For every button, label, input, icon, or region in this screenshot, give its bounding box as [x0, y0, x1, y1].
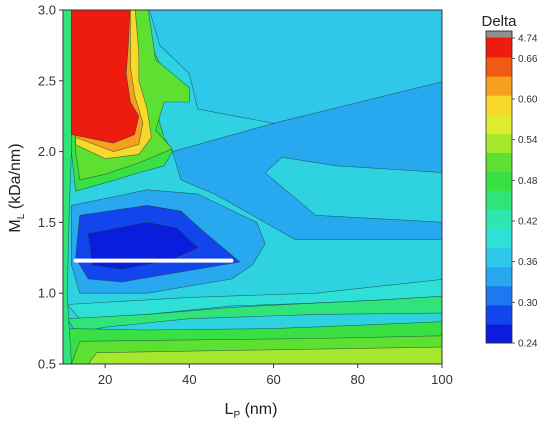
colorbar-swatch — [486, 171, 512, 191]
colorbar-tick-label: 0.60 — [518, 95, 538, 106]
colorbar: 4.74 0.66 0.60 0.54 0.48 0.42 0.36 0.30 0.24 — [485, 30, 538, 350]
colorbar-swatch — [486, 304, 512, 325]
colorbar-swatch — [486, 114, 512, 134]
contour-region-top-right-lightblue — [149, 10, 442, 124]
colorbar-swatch — [486, 57, 512, 77]
colorbar-swatch — [486, 76, 512, 96]
plot-frame — [62, 9, 443, 365]
y-tick-label: 0.5 — [38, 357, 56, 372]
plot-area — [63, 10, 442, 364]
y-tick-label: 2.0 — [38, 144, 56, 159]
colorbar-swatch — [486, 323, 512, 344]
colorbar-tick-label: 0.66 — [518, 54, 538, 65]
y-tick-label: 3.0 — [38, 3, 56, 18]
contour-region-mid-right-blue — [172, 81, 442, 240]
colorbar-tick-label: 0.30 — [518, 298, 538, 309]
colorbar-tick-label: 4.74 — [518, 34, 538, 45]
x-tick-label: 100 — [431, 372, 453, 387]
colorbar-swatch — [486, 228, 512, 249]
x-tick-label: 40 — [182, 372, 196, 387]
colorbar-swatch — [486, 285, 512, 306]
x-tick-label: 80 — [351, 372, 365, 387]
colorbar-tick-label: 0.48 — [518, 176, 538, 187]
x-tick-label: 20 — [98, 372, 112, 387]
contour-region-teal-band — [66, 295, 442, 334]
colorbar-swatch — [486, 190, 512, 211]
colorbar-swatch — [486, 266, 512, 287]
colorbar-tick-label: 0.36 — [518, 257, 538, 268]
y-tick-label: 1.5 — [38, 215, 56, 230]
y-tick-label: 1.0 — [38, 286, 56, 301]
x-axis-title: LP (nm) — [225, 401, 278, 421]
colorbar-tick-label: 0.24 — [518, 339, 538, 350]
axes: 20 40 60 80 100 0.5 1.0 1.5 2.0 2.5 3.0 — [38, 3, 453, 388]
contour-region-green-bottom-3 — [88, 346, 442, 364]
colorbar-swatch — [486, 38, 512, 58]
colorbar-swatch — [486, 133, 512, 153]
y-axis-title: ML (kDa/nm) — [7, 143, 27, 232]
contour-region-deep-blue-core — [88, 222, 199, 270]
colorbar-swatch — [486, 209, 512, 230]
contour-region-red-core — [71, 10, 140, 144]
colorbar-tick-label: 0.54 — [518, 135, 538, 146]
colorbar-overflow-swatch — [485, 30, 513, 39]
colorbar-swatch — [486, 152, 512, 172]
colorbar-swatch — [486, 95, 512, 115]
colorbar-title: Delta — [481, 13, 517, 30]
colorbar-swatch — [486, 247, 512, 268]
colorbar-tick-label: 0.42 — [518, 217, 538, 228]
y-tick-label: 2.5 — [38, 73, 56, 88]
colorbar-frame — [485, 30, 513, 344]
x-tick-label: 60 — [266, 372, 280, 387]
